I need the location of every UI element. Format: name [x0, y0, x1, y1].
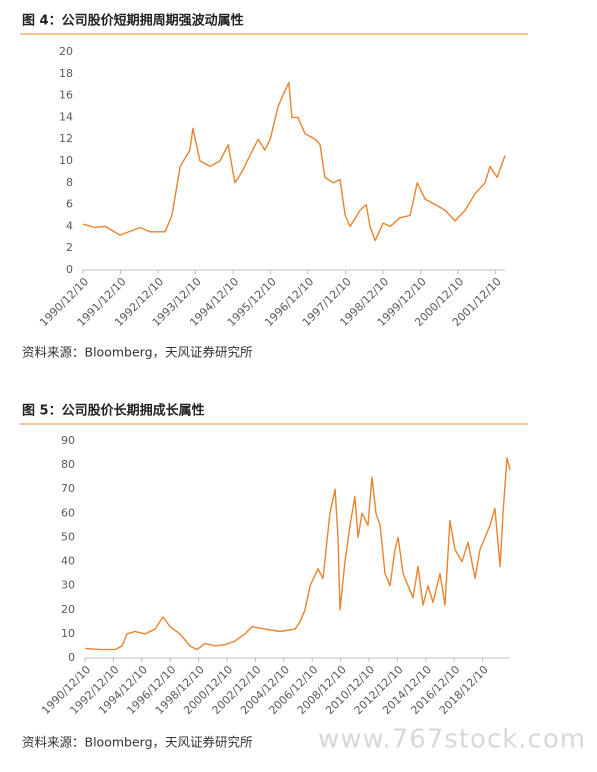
- y-tick-label: 18: [59, 67, 73, 80]
- y-tick-label: 80: [61, 458, 75, 471]
- y-tick-label: 0: [68, 651, 75, 664]
- figure-title: 图 5：公司股价长期拥成长属性: [22, 403, 205, 419]
- y-tick-label: 50: [61, 530, 75, 543]
- figure-title: 图 4：公司股价短期拥周期强波动属性: [22, 13, 244, 29]
- y-tick-label: 4: [66, 219, 73, 232]
- price-line: [84, 457, 511, 651]
- y-tick-label: 14: [59, 110, 73, 123]
- source-note: 资料来源：Bloomberg，天风证券研究所: [22, 735, 253, 750]
- source-note: 资料来源：Bloomberg，天风证券研究所: [22, 345, 253, 360]
- y-tick-label: 20: [61, 603, 75, 616]
- y-tick-label: 8: [66, 176, 73, 189]
- y-tick-label: 20: [59, 45, 73, 58]
- y-tick-label: 6: [66, 198, 73, 211]
- y-tick-label: 10: [59, 154, 73, 167]
- watermark: www.767stock.com: [318, 725, 586, 755]
- y-tick-label: 0: [66, 263, 73, 276]
- y-tick-label: 2: [66, 241, 73, 254]
- y-tick-label: 16: [59, 89, 73, 102]
- y-tick-label: 10: [61, 627, 75, 640]
- y-tick-label: 90: [61, 434, 75, 447]
- price-line: [82, 81, 506, 242]
- y-tick-label: 40: [61, 555, 75, 568]
- y-tick-label: 12: [59, 132, 73, 145]
- y-tick-label: 70: [61, 482, 75, 495]
- y-tick-label: 60: [61, 506, 75, 519]
- y-tick-label: 30: [61, 579, 75, 592]
